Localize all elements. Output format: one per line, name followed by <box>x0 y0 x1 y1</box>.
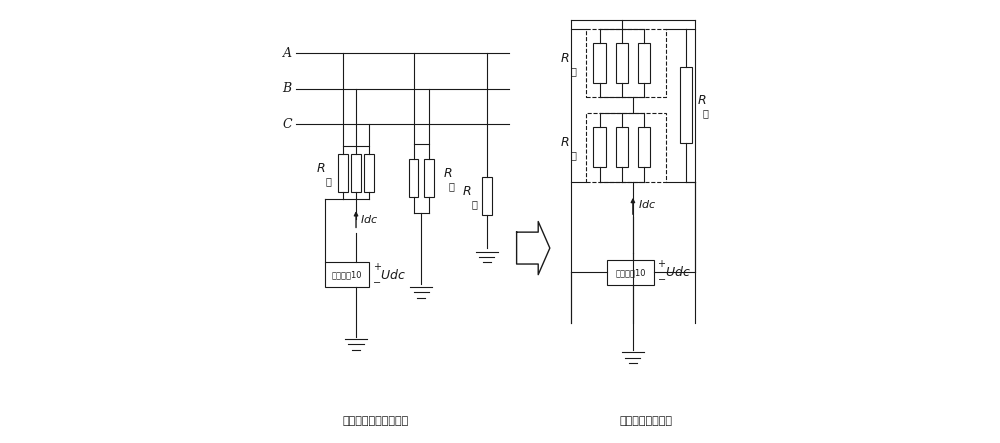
Text: 注: 注 <box>571 150 577 160</box>
Bar <box>593 128 606 167</box>
Text: $R$: $R$ <box>560 52 570 65</box>
Bar <box>424 159 434 197</box>
Text: $R$: $R$ <box>316 162 325 175</box>
Text: $R$: $R$ <box>560 136 570 149</box>
Bar <box>616 43 628 83</box>
Text: −: − <box>373 278 381 288</box>
Bar <box>593 43 606 83</box>
Bar <box>586 29 666 97</box>
Bar <box>616 128 628 167</box>
Text: 识别装置10: 识别装置10 <box>332 270 362 279</box>
Text: $R$: $R$ <box>697 94 707 107</box>
Text: $Udc$: $Udc$ <box>380 268 406 282</box>
Text: B: B <box>283 82 292 95</box>
Text: $Udc$: $Udc$ <box>665 265 691 280</box>
Text: 绝: 绝 <box>449 181 454 191</box>
Text: 过: 过 <box>472 199 478 209</box>
Bar <box>638 43 650 83</box>
Text: $Idc$: $Idc$ <box>638 198 657 210</box>
Bar <box>351 154 361 191</box>
Text: 第二等效电路结构: 第二等效电路结构 <box>620 416 673 426</box>
Text: C: C <box>282 117 292 131</box>
Text: +: + <box>373 262 381 272</box>
Text: 识别装置10: 识别装置10 <box>615 268 646 277</box>
Bar <box>638 128 650 167</box>
Text: $R$: $R$ <box>462 185 471 198</box>
Text: 过: 过 <box>702 108 708 118</box>
Bar <box>607 260 654 285</box>
Text: $R$: $R$ <box>443 167 453 180</box>
Bar <box>325 262 369 287</box>
Bar <box>364 154 374 191</box>
Text: 第二电力系统拓扑结构: 第二电力系统拓扑结构 <box>343 416 409 426</box>
Bar <box>409 159 418 197</box>
Text: $Idc$: $Idc$ <box>360 213 379 225</box>
Text: 注: 注 <box>326 176 332 186</box>
Text: A: A <box>283 47 292 60</box>
Text: 绝: 绝 <box>571 66 577 76</box>
Text: +: + <box>657 260 665 269</box>
Bar <box>338 154 348 191</box>
Bar <box>586 113 666 182</box>
Bar <box>482 177 492 215</box>
Bar <box>680 67 692 144</box>
Text: −: − <box>657 276 666 285</box>
